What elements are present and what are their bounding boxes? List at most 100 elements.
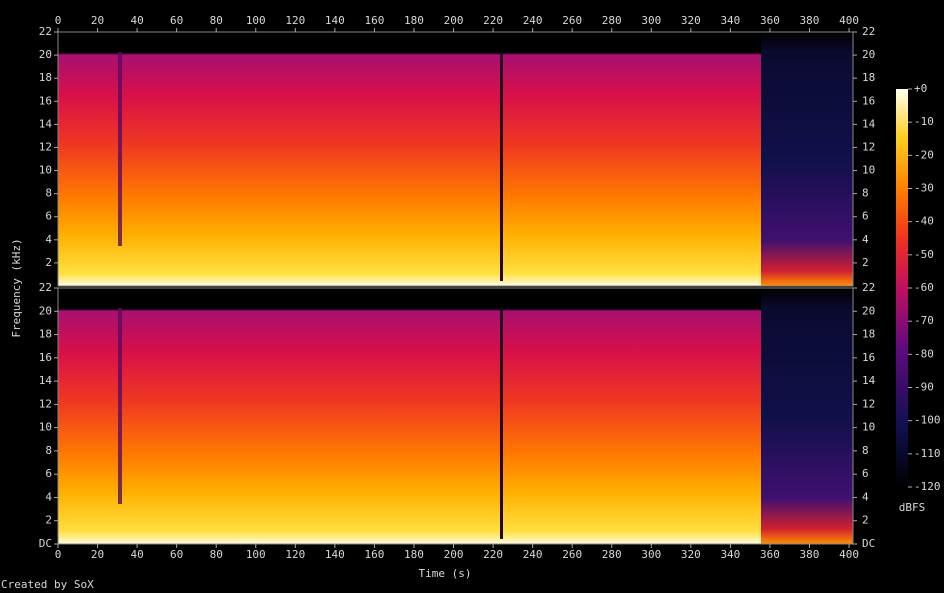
y-tick-label: 8 [45, 187, 52, 200]
y-tick-label: 22 [39, 25, 52, 38]
silence-gap [500, 52, 503, 281]
colorbar-tick-label: -60 [914, 281, 934, 294]
y-tick-label: 6 [45, 467, 52, 480]
x-tick-label: 100 [246, 14, 266, 27]
silence-gap [118, 308, 122, 504]
y-tick-label: 12 [862, 140, 875, 153]
x-tick-label: 140 [325, 14, 345, 27]
y-tick-label: 14 [862, 374, 876, 387]
y-tick-label: 10 [39, 421, 52, 434]
colorbar-label: dBFS [899, 501, 926, 514]
y-tick-label: 18 [39, 328, 52, 341]
x-tick-label: 60 [170, 548, 183, 561]
x-tick-label: 200 [444, 548, 464, 561]
y-tick-label: 6 [862, 467, 869, 480]
y-tick-label: 12 [862, 397, 875, 410]
x-tick-label: 80 [210, 14, 223, 27]
x-tick-label: 380 [800, 14, 820, 27]
y-tick-label: 22 [39, 281, 52, 294]
colorbar-tick-label: -50 [914, 248, 934, 261]
x-tick-label: 120 [285, 548, 305, 561]
x-tick-label: 180 [404, 548, 424, 561]
y-axis-label: Frequency (kHz) [10, 238, 23, 337]
y-tick-label: 20 [862, 48, 875, 61]
y-tick-label: 8 [45, 444, 52, 457]
x-tick-label: 180 [404, 14, 424, 27]
x-tick-label: 40 [130, 548, 143, 561]
y-tick-label: 22 [862, 25, 875, 38]
y-tick-label: 8 [862, 444, 869, 457]
y-tick-label: 2 [862, 514, 869, 527]
x-tick-label: 300 [641, 14, 661, 27]
y-tick-label: 4 [45, 233, 52, 246]
y-tick-label: 12 [39, 140, 52, 153]
x-tick-label: 120 [285, 14, 305, 27]
spectrogram-tail [761, 32, 853, 286]
y-tick-label: 16 [862, 94, 875, 107]
x-tick-label: 0 [55, 548, 62, 561]
x-tick-label: 40 [130, 14, 143, 27]
colorbar-tick-label: -100 [914, 414, 941, 427]
x-tick-label: 0 [55, 14, 62, 27]
x-tick-label: 400 [839, 548, 859, 561]
footer: Created by SoX [1, 578, 94, 591]
colorbar [896, 89, 908, 487]
colorbar-tick-label: -30 [914, 182, 934, 195]
spectrogram-tail [761, 288, 853, 544]
x-tick-label: 20 [91, 14, 104, 27]
y-tick-label: 8 [862, 187, 869, 200]
y-tick-label: 16 [39, 94, 52, 107]
frame [57, 31, 854, 287]
x-tick-label: 260 [562, 548, 582, 561]
x-tick-label: 280 [602, 548, 622, 561]
spectrogram-image [58, 288, 853, 544]
x-tick-label: 300 [641, 548, 661, 561]
x-tick-label: 320 [681, 14, 701, 27]
y-tick-label: DC [39, 537, 52, 550]
y-tick-label: 4 [862, 490, 869, 503]
y-tick-label: 10 [39, 164, 52, 177]
x-axis-label: Time (s) [419, 567, 472, 580]
y-tick-label: 16 [862, 351, 875, 364]
y-tick-label: 14 [862, 117, 876, 130]
y-tick-label: 6 [45, 210, 52, 223]
x-tick-label: 240 [523, 548, 543, 561]
x-tick-label: 360 [760, 548, 780, 561]
x-tick-label: 280 [602, 14, 622, 27]
x-tick-label: 360 [760, 14, 780, 27]
colorbar-tick-label: -40 [914, 215, 934, 228]
x-tick-label: 200 [444, 14, 464, 27]
y-tick-label: 10 [862, 421, 875, 434]
frame [57, 287, 854, 545]
x-tick-label: 340 [720, 548, 740, 561]
y-tick-label: 20 [39, 304, 52, 317]
y-tick-label: 6 [862, 210, 869, 223]
silence-gap [500, 308, 503, 539]
x-tick-label: 320 [681, 548, 701, 561]
y-tick-label: DC [862, 537, 875, 550]
y-tick-label: 2 [45, 514, 52, 527]
colorbar-tick-label: -110 [914, 447, 941, 460]
x-tick-label: 160 [364, 14, 384, 27]
spectrogram-image [58, 32, 853, 286]
x-tick-label: 340 [720, 14, 740, 27]
y-tick-label: 10 [862, 164, 875, 177]
colorbar-tick-label: -120 [914, 480, 941, 493]
x-tick-label: 20 [91, 548, 104, 561]
colorbar-tick-label: -90 [914, 381, 934, 394]
y-tick-label: 14 [39, 374, 53, 387]
y-tick-label: 20 [862, 304, 875, 317]
y-tick-label: 18 [39, 71, 52, 84]
colorbar-tick-label: -10 [914, 115, 934, 128]
y-tick-label: 22 [862, 281, 875, 294]
y-tick-label: 16 [39, 351, 52, 364]
y-tick-label: 4 [862, 233, 869, 246]
x-tick-label: 260 [562, 14, 582, 27]
x-tick-label: 160 [364, 548, 384, 561]
y-tick-label: 20 [39, 48, 52, 61]
colorbar-tick-label: -20 [914, 148, 934, 161]
y-tick-label: 12 [39, 397, 52, 410]
x-tick-label: 100 [246, 548, 266, 561]
y-tick-label: 18 [862, 71, 875, 84]
